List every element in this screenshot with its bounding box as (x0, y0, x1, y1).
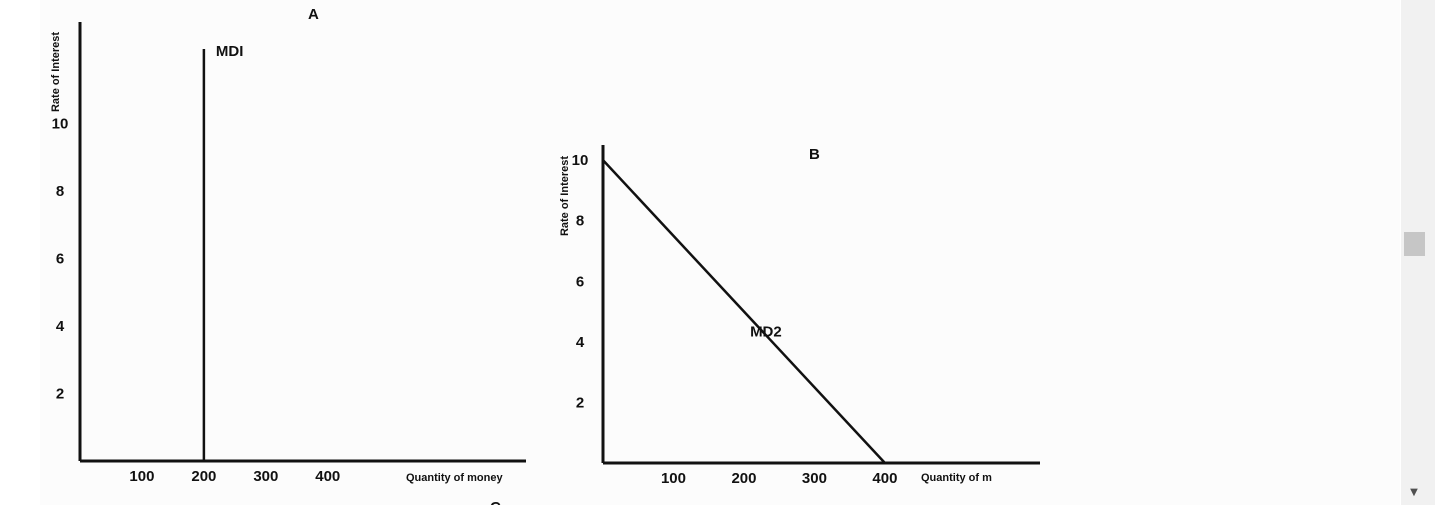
chart-a-x-tick-label: 100 (129, 468, 154, 485)
chart-a-x-axis-label: Quantity of money (406, 472, 503, 484)
chart-b-series-label: MD2 (750, 324, 782, 341)
chart-a-y-tick-label: 10 (52, 115, 69, 132)
chart-b-y-tick-label: 6 (576, 273, 584, 290)
chart-b-x-axis-label: Quantity of m (921, 472, 992, 484)
chart-a-y-tick-label: 4 (56, 318, 65, 335)
chart-a-x-tick-label: 300 (253, 468, 278, 485)
chart-canvas: A Quantity of money Rate of Interest 100 200… (40, 0, 1400, 505)
chart-b-x-tick-label: 100 (661, 470, 686, 487)
scroll-down-arrow-icon[interactable]: ▼ (1410, 487, 1418, 498)
chart-a-title: A (308, 6, 319, 23)
chart-a-y-axis-label: Rate of Interest (50, 32, 62, 112)
cut-off-label: C (490, 499, 501, 505)
chart-b-y-tick-label: 4 (576, 334, 585, 351)
chart-a-series-label: MDI (216, 43, 244, 60)
vertical-scrollbar[interactable]: ▼ (1401, 0, 1435, 505)
chart-a-y-tick-label: 6 (56, 250, 64, 267)
chart-b-y-tick-label: 2 (576, 394, 584, 411)
chart-b-y-tick-label: 8 (576, 213, 584, 230)
chart-b-x-tick-label: 300 (802, 470, 827, 487)
chart-a-x-tick-label: 400 (315, 468, 340, 485)
chart-a-y-tick-label: 8 (56, 183, 64, 200)
chart-b-y-tick-label: 10 (572, 152, 589, 169)
chart-b-x-tick-label: 400 (872, 470, 897, 487)
chart-b-title: B (809, 146, 820, 163)
chart-b-x-tick-label: 200 (731, 470, 756, 487)
chart-a-x-tick-label: 200 (191, 468, 216, 485)
chart-b-series-line (602, 159, 886, 464)
chart-b-y-axis-label: Rate of Interest (559, 156, 571, 236)
scrollbar-thumb[interactable] (1404, 232, 1425, 256)
chart-a-y-tick-label: 2 (56, 385, 64, 402)
charts-svg: A Quantity of money Rate of Interest 100 200… (50, 6, 1040, 505)
